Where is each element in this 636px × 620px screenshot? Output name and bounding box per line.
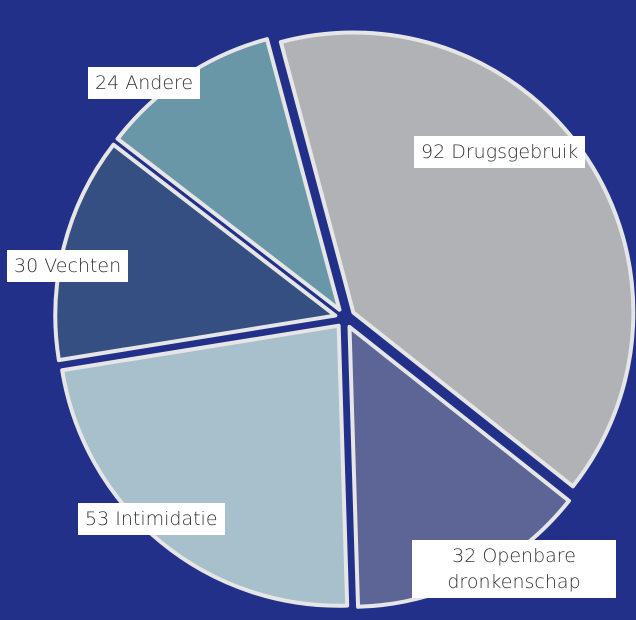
slice-value: 30 <box>14 255 39 277</box>
slice-value: 92 <box>421 141 446 163</box>
pie-slice <box>60 323 350 608</box>
slice-category: Drugsgebruik <box>451 141 579 163</box>
slice-label: 53 Intimidatie <box>78 503 225 535</box>
slice-category: Intimidatie <box>115 508 218 530</box>
slice-label: 30 Vechten <box>7 250 129 282</box>
slice-value: 32 <box>452 545 477 567</box>
slice-label: 24 Andere <box>88 67 201 99</box>
slice-category: Vechten <box>44 255 122 277</box>
pie-slice <box>53 142 338 363</box>
slice-label: 92 Drugsgebruik <box>414 136 586 168</box>
slice-value: 53 <box>85 508 110 530</box>
slice-category: Openbare dronkenschap <box>447 545 581 593</box>
slice-value: 24 <box>95 72 120 94</box>
slice-category: Andere <box>125 72 194 94</box>
slice-label: 32 Openbare dronkenschap <box>412 540 616 598</box>
